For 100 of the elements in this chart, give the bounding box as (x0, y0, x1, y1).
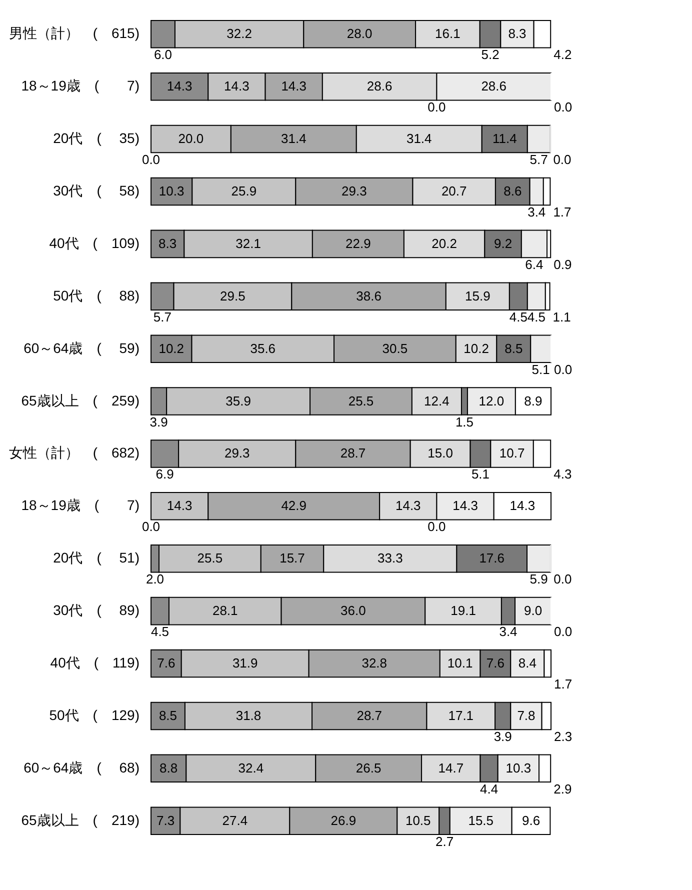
data-label: 32.8 (362, 656, 388, 671)
data-label: 17.1 (448, 708, 474, 723)
data-label: 1.7 (553, 204, 572, 220)
data-label: 2.3 (554, 728, 572, 744)
data-label: 8.5 (158, 708, 178, 723)
y-tick-label: 40代 ( 119) (50, 654, 140, 671)
data-label: 35.9 (226, 393, 251, 408)
data-label: 29.3 (342, 183, 367, 198)
y-tick-label: 18～19歳 ( 7) (21, 497, 140, 514)
data-label: 22.9 (346, 236, 371, 251)
data-label: 2.9 (554, 781, 572, 796)
data-label: 15.9 (465, 288, 490, 304)
data-label: 31.4 (406, 131, 432, 146)
data-label: 1.5 (455, 414, 474, 430)
data-label: 8.4 (518, 656, 536, 671)
data-label: 28.6 (366, 78, 392, 94)
data-label: 3.4 (528, 204, 546, 220)
data-label: 8.8 (160, 760, 178, 776)
data-label: 5.1 (471, 466, 490, 482)
data-label: 27.4 (222, 812, 248, 828)
data-label: 8.3 (508, 26, 526, 42)
data-label: 31.4 (281, 131, 306, 146)
data-label: 25.5 (197, 550, 223, 566)
data-label: 8.5 (504, 340, 523, 356)
data-label: 7.6 (157, 656, 176, 671)
data-label: 3.9 (494, 728, 512, 744)
y-tick-label: 50代 ( 129) (49, 706, 140, 723)
data-label: 8.6 (504, 183, 522, 198)
data-label: 4.2 (554, 47, 572, 62)
data-label: 14.7 (438, 760, 464, 776)
data-label: 0.0 (554, 572, 572, 587)
data-label: 9.0 (524, 603, 542, 618)
data-label: 4.5 (509, 309, 528, 324)
data-label: 28.7 (356, 708, 382, 723)
data-label: 6.0 (154, 47, 172, 62)
data-label: 14.3 (510, 498, 536, 514)
data-label: 3.4 (499, 624, 518, 640)
data-label: 0.0 (554, 362, 572, 377)
data-label: 17.6 (479, 550, 505, 566)
data-label: 28.1 (212, 603, 238, 618)
data-label: 10.7 (499, 446, 525, 461)
data-label: 14.3 (395, 498, 421, 514)
data-label: 7.6 (486, 656, 504, 671)
data-label: 9.2 (494, 236, 512, 251)
data-label: 9.6 (522, 812, 540, 828)
data-label: 10.3 (158, 183, 184, 198)
y-tick-label: 65歳以上 ( 219) (21, 812, 140, 828)
y-tick-label: 40代 ( 109) (49, 234, 140, 251)
data-label: 5.2 (481, 47, 500, 62)
data-label: 36.0 (340, 603, 366, 618)
data-label: 5.7 (530, 152, 548, 168)
data-label: 3.9 (150, 414, 168, 430)
data-label: 4.5 (527, 309, 546, 324)
y-tick-label: 60～64歳 ( 68) (24, 759, 140, 776)
data-label: 29.5 (220, 288, 246, 304)
data-label: 20.2 (432, 236, 457, 251)
data-label: 16.1 (435, 26, 460, 42)
y-tick-label: 女性（計） ( 682) (8, 444, 140, 461)
data-label: 26.5 (356, 760, 382, 776)
data-label: 28.7 (340, 446, 366, 461)
y-tick-label: 50代 ( 88) (53, 287, 140, 304)
data-label: 4.3 (554, 466, 572, 482)
data-label: 10.1 (447, 656, 473, 671)
data-label: 26.9 (330, 812, 356, 828)
data-label: 12.4 (424, 393, 450, 408)
data-label: 28.6 (481, 78, 507, 94)
data-label: 25.5 (348, 393, 374, 408)
data-label: 2.0 (146, 572, 164, 587)
y-tick-label: 男性（計） ( 615) (8, 25, 140, 42)
data-label: 1.1 (552, 309, 571, 324)
data-label: 32.1 (236, 236, 261, 251)
y-tick-label: 20代 ( 51) (53, 550, 140, 566)
data-label: 30.5 (382, 340, 408, 356)
data-label: 6.4 (525, 256, 544, 272)
data-label: 8.3 (158, 236, 177, 251)
y-tick-label: 30代 ( 58) (53, 182, 140, 198)
y-tick-label: 18～19歳 ( 7) (21, 78, 140, 94)
data-label: 25.9 (231, 183, 257, 198)
data-label: 10.2 (158, 340, 184, 356)
data-label: 28.0 (346, 26, 372, 42)
data-label: 14.3 (452, 498, 478, 514)
data-label: 14.3 (224, 78, 250, 94)
data-label: 2.7 (435, 834, 454, 849)
data-label: 10.2 (464, 340, 489, 356)
data-label: 8.9 (524, 393, 542, 408)
data-label: 0.0 (142, 519, 160, 534)
data-label: 32.2 (226, 26, 252, 42)
data-label: 5.7 (153, 309, 172, 324)
data-label: 5.9 (530, 572, 548, 587)
y-tick-label: 65歳以上 ( 259) (21, 392, 140, 408)
data-label: 14.3 (166, 498, 192, 514)
data-label: 19.1 (450, 603, 476, 618)
data-label: 0.0 (428, 100, 446, 115)
data-label: 5.1 (532, 362, 550, 377)
data-label: 10.3 (506, 760, 532, 776)
data-label: 4.5 (150, 624, 170, 640)
data-label: 0.0 (553, 152, 572, 168)
data-label: 0.0 (554, 100, 572, 115)
data-label: 14.3 (166, 78, 192, 94)
data-label: 11.4 (492, 131, 517, 146)
